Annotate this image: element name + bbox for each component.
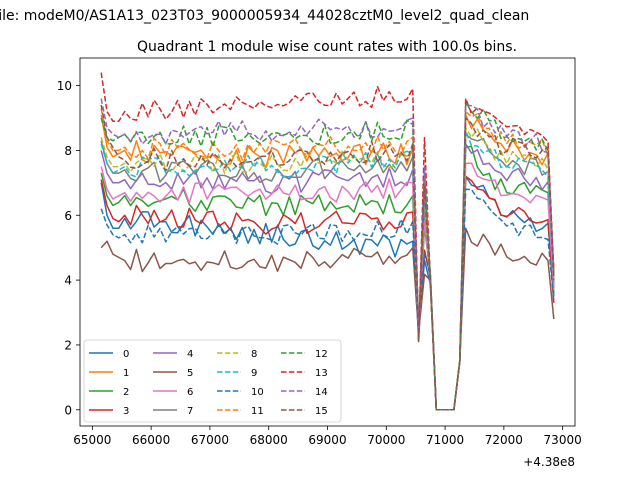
legend-label: 14: [315, 387, 328, 398]
legend-label: 13: [315, 368, 328, 379]
y-axis: 0 2 4 6 8 10: [57, 79, 80, 417]
y-tick-label: 10: [57, 79, 72, 93]
series-line-10: [100, 188, 555, 411]
legend-label: 11: [251, 406, 264, 417]
x-axis: 65000 66000 67000 68000 69000 70000 71000 72000…: [73, 426, 582, 447]
legend-label: 3: [123, 406, 129, 417]
x-tick-label: 69000: [308, 433, 346, 447]
legend-label: 1: [123, 368, 129, 379]
y-tick-label: 2: [64, 338, 72, 352]
legend-label: 12: [315, 349, 328, 360]
legend-label: 5: [187, 368, 193, 379]
x-tick-label: 67000: [191, 433, 229, 447]
x-tick-label: 65000: [73, 433, 111, 447]
series-line-13: [100, 72, 555, 411]
legend-label: 10: [251, 387, 264, 398]
series-line-8: [100, 126, 555, 411]
legend-label: 7: [187, 406, 193, 417]
series-layer: [100, 72, 555, 411]
series-line-6: [100, 162, 555, 411]
x-tick-label: 72000: [485, 433, 523, 447]
y-tick-label: 4: [64, 274, 72, 288]
plot-area: 65000 66000 67000 68000 69000 70000 71000 72000…: [57, 57, 582, 447]
series-line-3: [100, 175, 555, 411]
legend-box: [83, 339, 342, 423]
legend-label: 8: [251, 349, 257, 360]
legend-label: 0: [123, 349, 129, 360]
legend-label: 6: [187, 387, 193, 398]
series-line-12: [100, 101, 555, 411]
legend-label: 15: [315, 406, 328, 417]
legend-label: 9: [251, 368, 257, 379]
x-tick-label: 68000: [250, 433, 288, 447]
x-tick-label: 73000: [544, 433, 582, 447]
y-tick-label: 0: [64, 403, 72, 417]
x-tick-label: 66000: [132, 433, 170, 447]
y-tick-label: 8: [64, 144, 72, 158]
figure-suptitle: n file: modeM0/AS1A13_023T03_9000005934_…: [0, 8, 529, 24]
x-offset-label: +4.38e8: [523, 455, 575, 469]
legend-label: 2: [123, 387, 129, 398]
x-tick-label: 71000: [426, 433, 464, 447]
series-line-0: [100, 175, 555, 411]
chart-title: Quadrant 1 module wise count rates with …: [137, 39, 517, 55]
series-line-14: [100, 98, 555, 411]
x-tick-label: 70000: [367, 433, 405, 447]
series-line-9: [100, 130, 555, 411]
y-tick-label: 6: [64, 209, 72, 223]
series-line-4: [100, 143, 555, 411]
series-line-15: [100, 104, 555, 411]
series-line-5: [100, 227, 555, 411]
legend-label: 4: [187, 349, 193, 360]
